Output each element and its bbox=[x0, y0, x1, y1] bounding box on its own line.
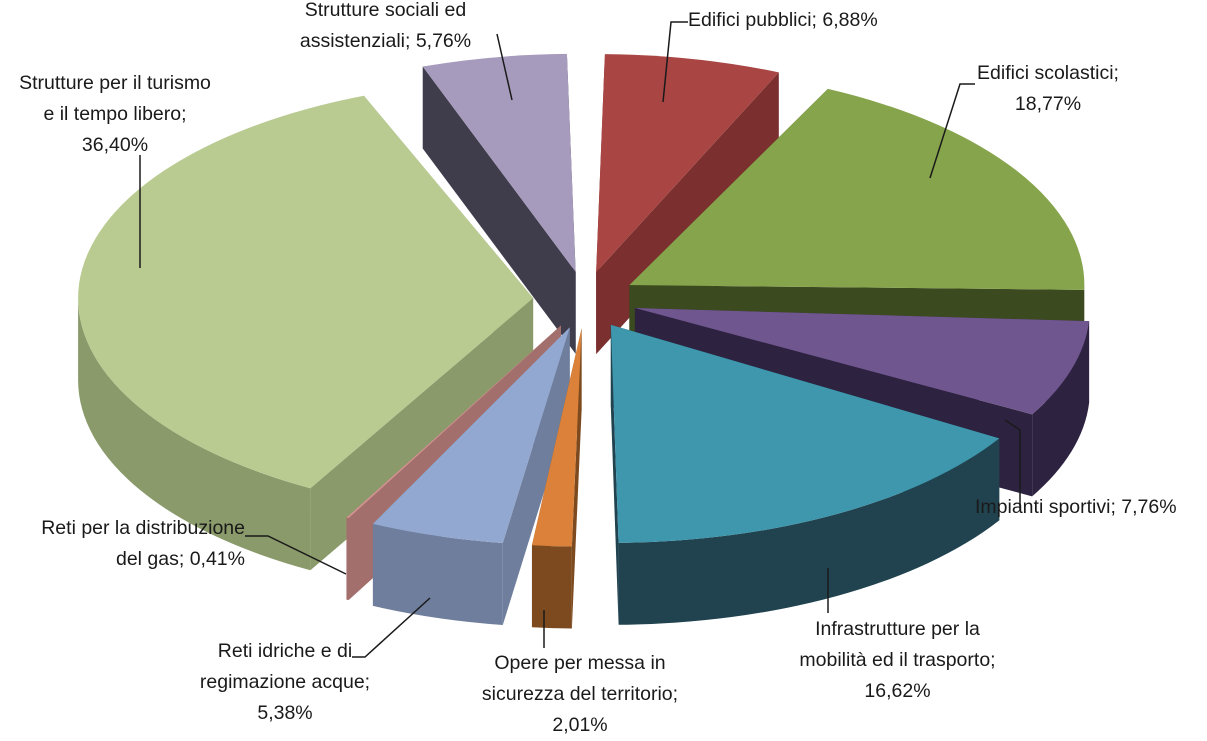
data-label-infrastrutture: Infrastrutture per la mobilità ed il tra… bbox=[775, 614, 1020, 707]
data-label-edifici-scolastici: Edifici scolastici; 18,77% bbox=[973, 58, 1123, 120]
data-label-strutture-sociali: Strutture sociali ed assistenziali; 5,76… bbox=[283, 0, 488, 57]
slice-outer-wall bbox=[532, 545, 572, 628]
data-label-opere-sicurezza: Opere per messa in sicurezza del territo… bbox=[455, 648, 705, 741]
data-label-reti-idriche: Reti idriche e di regimazione acque; 5,3… bbox=[180, 636, 390, 729]
slice-outer-wall bbox=[346, 518, 348, 601]
data-label-strutture-turismo: Strutture per il turismo e il tempo libe… bbox=[0, 68, 230, 161]
data-label-reti-gas: Reti per la distribuzione del gas; 0,41% bbox=[5, 513, 245, 575]
data-label-edifici-pubblici: Edifici pubblici; 6,88% bbox=[688, 5, 878, 36]
data-label-impianti-sportivi: Impianti sportivi; 7,76% bbox=[975, 492, 1177, 523]
